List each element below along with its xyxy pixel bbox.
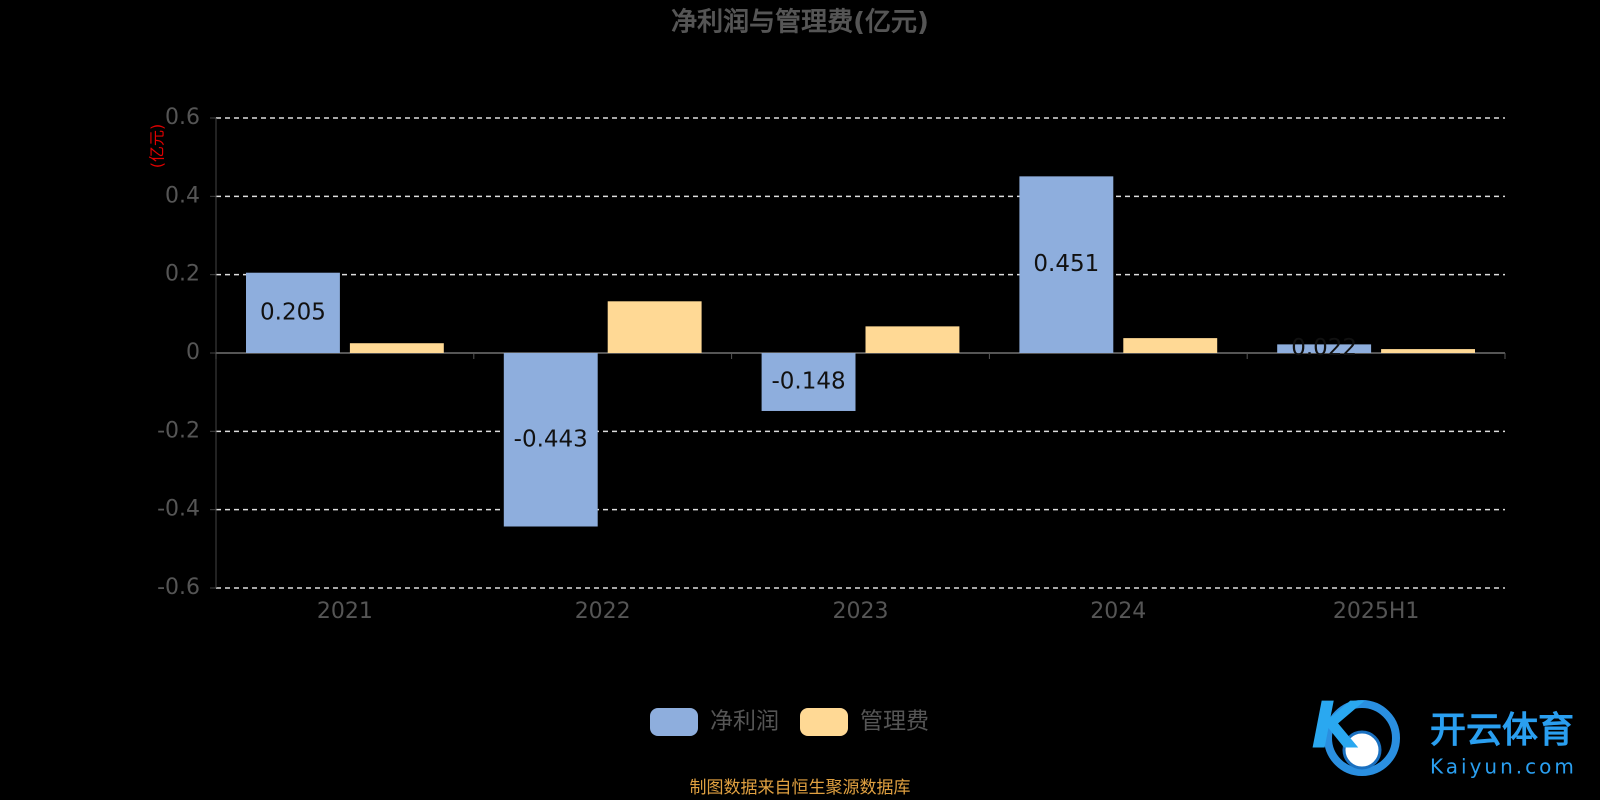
bar: [865, 326, 960, 353]
bar: [1123, 338, 1218, 353]
x-tick-label: 2024: [1090, 599, 1146, 624]
bar: [607, 301, 702, 353]
legend-swatch: [800, 708, 848, 736]
watermark-ball: [1342, 730, 1382, 770]
y-unit-label: (亿元): [148, 124, 167, 169]
data-label: -0.148: [771, 368, 845, 394]
chart-title: 净利润与管理费(亿元): [671, 7, 929, 38]
y-tick-label: 0: [186, 340, 200, 365]
legend-swatch: [650, 708, 698, 736]
data-label: 0.205: [260, 299, 326, 325]
watermark-k: K: [1311, 690, 1365, 764]
data-label: -0.443: [514, 426, 588, 452]
data-label: 0.022: [1291, 335, 1357, 361]
bar: [246, 272, 340, 353]
x-tick-label: 2025H1: [1333, 599, 1420, 624]
watermark-subtext: Kaiyun.com: [1430, 755, 1577, 779]
bar: [1381, 349, 1475, 353]
y-tick-label: -0.4: [157, 497, 200, 522]
y-tick-label: 0.4: [165, 183, 200, 208]
x-tick-label: 2023: [833, 599, 889, 624]
y-tick-label: 0.2: [165, 262, 200, 287]
bar: [349, 343, 444, 353]
bar: [1277, 344, 1372, 353]
y-tick-label: -0.6: [157, 575, 200, 600]
bar: [761, 353, 856, 411]
watermark-logo: [1324, 700, 1400, 776]
source-note: 制图数据来自恒生聚源数据库: [690, 778, 911, 798]
y-tick-label: -0.2: [157, 418, 200, 443]
bar: [1019, 176, 1114, 353]
x-tick-label: 2021: [317, 599, 373, 624]
legend-label: 净利润: [710, 709, 779, 735]
y-tick-label: 0.6: [165, 105, 200, 130]
legend-label: 管理费: [860, 709, 929, 735]
watermark: K 开云体育 Kaiyun.com: [1311, 690, 1577, 779]
bar: [503, 353, 598, 527]
watermark-text: 开云体育: [1430, 710, 1574, 751]
data-label: 0.451: [1033, 251, 1099, 277]
x-tick-label: 2022: [575, 599, 631, 624]
